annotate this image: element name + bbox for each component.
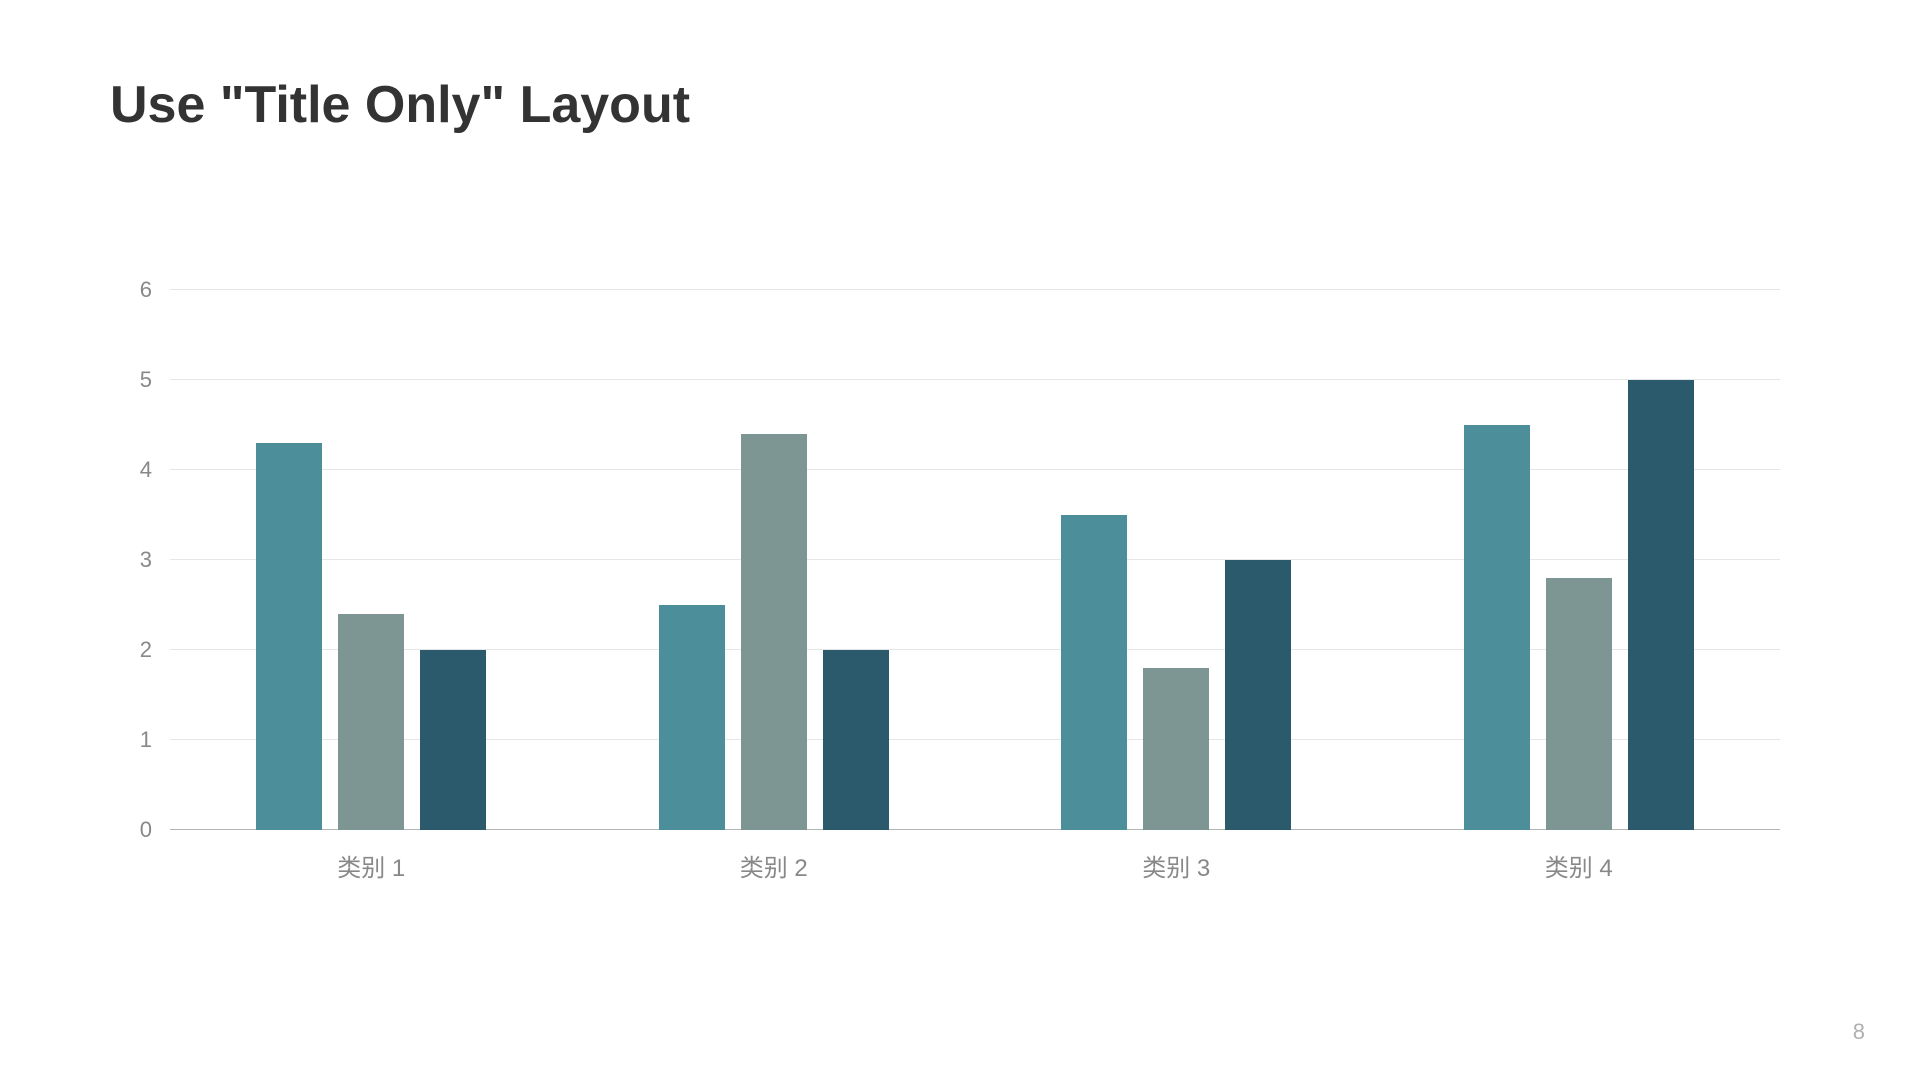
bar — [420, 650, 486, 830]
bar — [1061, 515, 1127, 830]
y-tick-label: 1 — [140, 727, 152, 753]
slide-title: Use "Title Only" Layout — [110, 75, 690, 135]
bar-group: 类别 1 — [256, 443, 486, 830]
bar — [1143, 668, 1209, 830]
y-tick-label: 4 — [140, 457, 152, 483]
bar — [659, 605, 725, 830]
x-tick-label: 类别 1 — [337, 848, 405, 883]
y-tick-label: 0 — [140, 817, 152, 843]
bar — [1628, 380, 1694, 830]
plot-area: 0123456类别 1类别 2类别 3类别 4 — [170, 290, 1780, 830]
bar-group: 类别 2 — [659, 434, 889, 830]
x-tick-label: 类别 3 — [1142, 848, 1210, 883]
page-number: 8 — [1853, 1019, 1865, 1045]
bar — [256, 443, 322, 830]
bar — [1546, 578, 1612, 830]
bar — [1225, 560, 1291, 830]
bar — [338, 614, 404, 830]
bar-group: 类别 3 — [1061, 515, 1291, 830]
bar — [1464, 425, 1530, 830]
y-tick-label: 5 — [140, 367, 152, 393]
y-tick-label: 2 — [140, 637, 152, 663]
y-tick-label: 6 — [140, 277, 152, 303]
x-tick-label: 类别 4 — [1545, 848, 1613, 883]
bar-group: 类别 4 — [1464, 380, 1694, 830]
x-tick-label: 类别 2 — [740, 848, 808, 883]
gridline — [170, 289, 1780, 290]
bar-chart: 0 1 2 3 4 5 6 类别 1 类别 2 类别 3 类别 4 — [120, 270, 1780, 870]
bar — [741, 434, 807, 830]
bar — [823, 650, 889, 830]
y-tick-label: 3 — [140, 547, 152, 573]
slide: Use "Title Only" Layout 0 1 2 3 4 5 6 类别 1 类别 2 类… — [0, 0, 1920, 1080]
